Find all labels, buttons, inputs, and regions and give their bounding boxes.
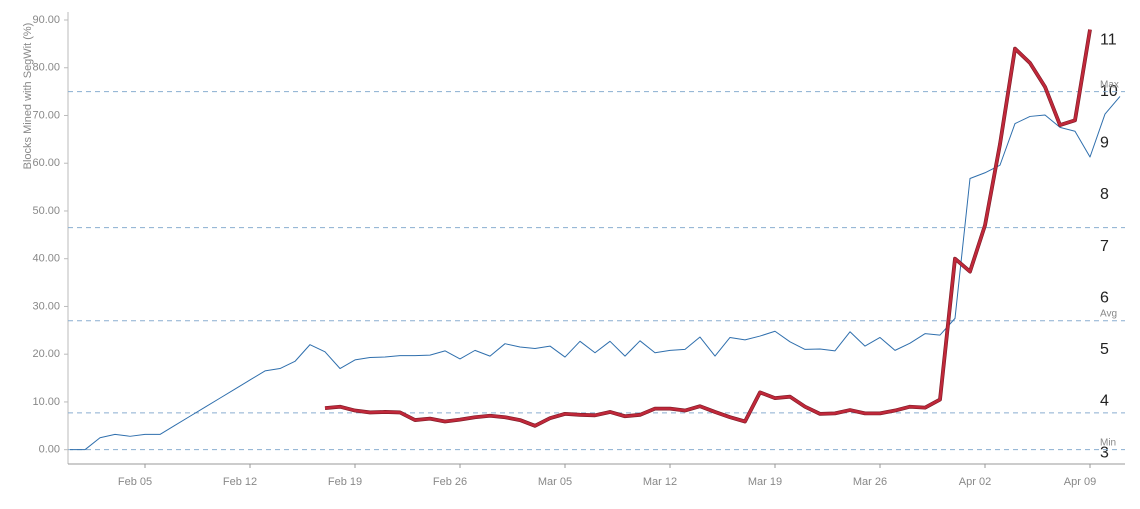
y-tick-label: 30.00	[32, 300, 60, 312]
y2-tick-label: 9	[1100, 135, 1109, 152]
x-tick-label: Mar 05	[538, 476, 572, 488]
y2-tick-label: 3	[1100, 444, 1109, 461]
y-tick-label: 60.00	[32, 157, 60, 169]
x-tick-label: Apr 02	[959, 476, 991, 488]
x-tick-label: Mar 12	[643, 476, 677, 488]
series-line	[324, 29, 1092, 428]
reference-label: Max	[1100, 79, 1119, 90]
y-tick-label: 70.00	[32, 109, 60, 121]
y-tick-label: 90.00	[32, 14, 60, 26]
y-tick-label: 0.00	[39, 444, 60, 456]
x-tick-label: Feb 12	[223, 476, 257, 488]
reference-label: Min	[1100, 437, 1116, 448]
series-line	[70, 96, 1121, 451]
y2-tick-label: 11	[1100, 31, 1117, 48]
y2-tick-label: 10	[1100, 83, 1118, 100]
reference-label: Avg	[1100, 308, 1117, 319]
x-tick-label: Feb 26	[433, 476, 467, 488]
y2-tick-label: 6	[1100, 289, 1109, 306]
y-axis-label: Blocks Mined with SegWit (%)	[22, 23, 34, 170]
y-tick-label: 50.00	[32, 205, 60, 217]
x-tick-label: Feb 05	[118, 476, 152, 488]
y-tick-label: 20.00	[32, 348, 60, 360]
y-tick-label: 80.00	[32, 62, 60, 74]
y2-tick-label: 5	[1100, 341, 1109, 358]
x-tick-label: Mar 26	[853, 476, 887, 488]
y-tick-label: 10.00	[32, 396, 60, 408]
y2-tick-label: 4	[1100, 393, 1109, 410]
y2-tick-label: 8	[1100, 186, 1109, 203]
x-tick-label: Apr 09	[1064, 476, 1096, 488]
y2-tick-label: 7	[1100, 238, 1109, 255]
x-tick-label: Feb 19	[328, 476, 362, 488]
y-tick-label: 40.00	[32, 253, 60, 265]
x-tick-label: Mar 19	[748, 476, 782, 488]
